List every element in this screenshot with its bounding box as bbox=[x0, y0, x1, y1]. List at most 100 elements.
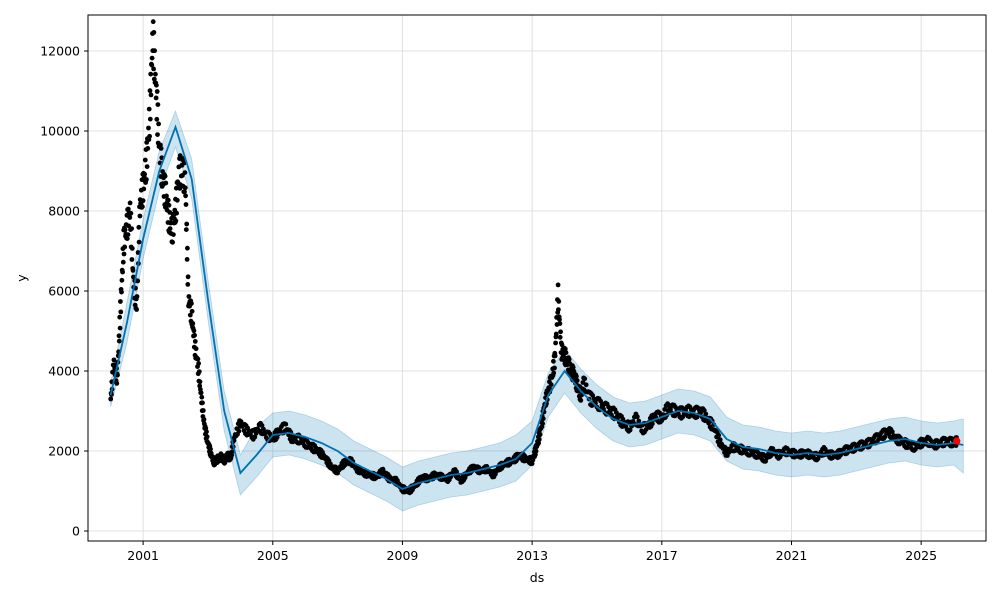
observed-point bbox=[557, 317, 562, 322]
observed-point bbox=[186, 294, 192, 299]
observed-point bbox=[196, 361, 202, 366]
observed-point bbox=[201, 417, 207, 422]
observed-point bbox=[148, 92, 154, 98]
observed-point bbox=[204, 429, 209, 435]
observed-point bbox=[229, 452, 235, 458]
observed-point bbox=[184, 221, 190, 227]
observed-point bbox=[155, 102, 161, 107]
observed-point bbox=[553, 331, 559, 337]
observed-point bbox=[145, 146, 151, 151]
observed-point bbox=[120, 269, 125, 275]
observed-point bbox=[650, 421, 655, 427]
observed-point bbox=[166, 202, 172, 208]
observed-point bbox=[563, 350, 569, 355]
observed-point bbox=[662, 407, 668, 412]
observed-point bbox=[590, 393, 596, 398]
observed-point bbox=[556, 307, 561, 312]
observed-point bbox=[191, 328, 197, 334]
observed-point bbox=[130, 268, 136, 273]
observed-point bbox=[137, 213, 143, 219]
observed-point bbox=[156, 121, 162, 127]
observed-point bbox=[555, 282, 561, 288]
observed-point bbox=[108, 396, 114, 402]
x-tick-label: 2021 bbox=[776, 548, 808, 563]
x-tick-label: 2013 bbox=[516, 548, 548, 563]
observed-point bbox=[119, 277, 125, 283]
observed-point bbox=[125, 232, 131, 238]
observed-point bbox=[141, 186, 147, 192]
observed-point bbox=[122, 227, 128, 233]
x-axis-ticks: 2001 2005 2009 2013 2017 2021 2025 bbox=[127, 541, 937, 563]
observed-point bbox=[120, 259, 126, 265]
observed-point bbox=[259, 423, 265, 428]
observed-point bbox=[140, 204, 145, 210]
observed-point bbox=[182, 185, 188, 191]
observed-point bbox=[142, 171, 148, 177]
observed-point bbox=[154, 89, 160, 94]
observed-point bbox=[583, 382, 589, 388]
observed-point bbox=[164, 193, 169, 199]
observed-point bbox=[146, 106, 152, 112]
observed-point bbox=[149, 55, 155, 61]
observed-point bbox=[582, 376, 588, 382]
observed-point bbox=[153, 71, 158, 77]
observed-point bbox=[189, 301, 194, 306]
observed-point bbox=[701, 408, 707, 413]
observed-point bbox=[553, 340, 558, 346]
observed-point bbox=[129, 246, 135, 251]
observed-point bbox=[163, 180, 169, 186]
observed-point bbox=[185, 282, 191, 287]
observed-point bbox=[174, 197, 180, 203]
observed-point bbox=[118, 309, 124, 315]
observed-points bbox=[108, 19, 960, 496]
y-tick-label: 6000 bbox=[48, 284, 80, 299]
observed-point bbox=[183, 202, 189, 207]
observed-point bbox=[135, 278, 141, 284]
observed-point bbox=[111, 357, 117, 363]
observed-point bbox=[208, 446, 213, 452]
observed-point bbox=[200, 400, 205, 406]
observed-point bbox=[170, 239, 176, 245]
observed-point bbox=[165, 197, 171, 203]
observed-point bbox=[148, 71, 154, 77]
observed-point bbox=[184, 257, 190, 262]
observed-point bbox=[703, 411, 709, 417]
observed-point bbox=[142, 157, 148, 163]
observed-point bbox=[119, 289, 124, 295]
observed-point bbox=[627, 427, 633, 433]
y-tick-label: 2000 bbox=[48, 444, 80, 459]
observed-point bbox=[162, 173, 168, 179]
observed-point bbox=[196, 369, 202, 374]
observed-point bbox=[192, 332, 198, 338]
observed-point bbox=[136, 239, 142, 245]
observed-point bbox=[183, 193, 189, 199]
highlight-points bbox=[953, 437, 961, 445]
observed-point bbox=[716, 432, 722, 438]
observed-point bbox=[636, 418, 642, 424]
observed-point bbox=[151, 66, 157, 72]
highlight-point bbox=[953, 437, 961, 445]
observed-point bbox=[140, 198, 146, 204]
observed-point bbox=[135, 250, 141, 255]
observed-point bbox=[182, 170, 188, 176]
observed-point bbox=[129, 226, 135, 232]
plot-frame bbox=[87, 14, 987, 542]
observed-point bbox=[185, 274, 191, 280]
observed-point bbox=[193, 346, 199, 352]
y-tick-label: 10000 bbox=[40, 124, 80, 139]
observed-point bbox=[274, 435, 280, 440]
observed-point bbox=[149, 62, 155, 68]
x-tick-label: 2009 bbox=[387, 548, 419, 563]
observed-point bbox=[634, 414, 640, 420]
observed-point bbox=[551, 370, 557, 376]
observed-point bbox=[540, 416, 546, 422]
observed-point bbox=[174, 210, 180, 216]
x-tick-label: 2025 bbox=[905, 548, 937, 563]
observed-point bbox=[150, 19, 156, 25]
observed-point bbox=[199, 394, 205, 400]
observed-point bbox=[167, 226, 173, 232]
observed-point bbox=[134, 307, 140, 312]
observed-point bbox=[183, 227, 189, 233]
observed-point bbox=[574, 378, 580, 383]
